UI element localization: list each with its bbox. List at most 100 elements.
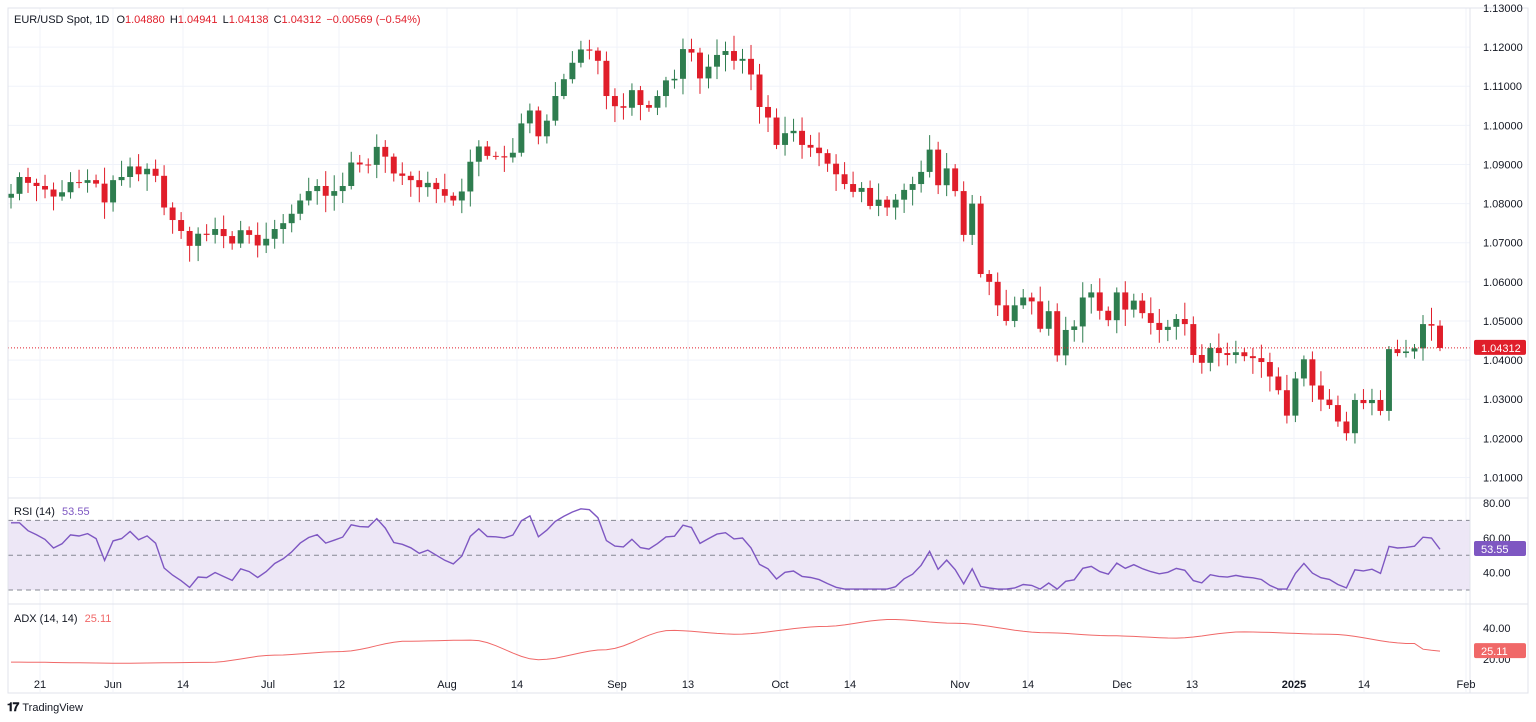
candle-body <box>748 58 754 75</box>
candle <box>25 167 31 193</box>
candle-body <box>212 229 219 235</box>
candle-body <box>1258 358 1265 363</box>
candle-body <box>280 223 287 230</box>
candle <box>1420 315 1426 361</box>
candle <box>297 193 304 221</box>
candle-body <box>969 203 976 235</box>
candle <box>50 182 57 211</box>
value-tags: 1.04312 53.55 25.11 <box>1474 339 1526 659</box>
candle-body <box>765 106 772 118</box>
candle <box>59 180 66 201</box>
candle <box>492 151 499 160</box>
candle <box>1003 289 1010 326</box>
candle <box>195 227 202 262</box>
candle-body <box>356 162 363 165</box>
price-axis[interactable]: 1.13000 1.12000 1.11000 1.10000 1.09000 1.080… <box>1483 3 1523 666</box>
candle <box>1011 296 1018 328</box>
candle <box>569 51 576 84</box>
candle-body <box>977 203 984 275</box>
candle-body <box>884 199 891 208</box>
candle-body <box>714 54 720 67</box>
candle <box>560 73 567 100</box>
candle <box>1113 287 1120 334</box>
candle <box>1079 282 1086 343</box>
candle-body <box>1164 326 1171 330</box>
adx-pane[interactable] <box>11 619 1441 664</box>
candle-body <box>399 173 406 176</box>
candle-body <box>407 175 414 181</box>
candle <box>1411 344 1418 359</box>
candle <box>1402 339 1409 358</box>
candle <box>484 141 491 160</box>
candle-body <box>1420 324 1426 349</box>
candle-body <box>1292 378 1299 416</box>
adx-value-tag-text: 25.11 <box>1481 646 1508 658</box>
candle <box>33 178 40 202</box>
price-pane[interactable] <box>8 35 1470 444</box>
time-tick-label: Jul <box>261 679 275 691</box>
candle-body <box>237 230 244 244</box>
candle <box>1428 307 1435 341</box>
candle-body <box>1096 292 1103 311</box>
candle <box>110 175 117 212</box>
rsi-value-tag-text: 53.55 <box>1481 544 1509 556</box>
candle-body <box>722 51 729 55</box>
candle-body <box>799 130 806 145</box>
candle <box>637 85 644 121</box>
candle <box>1190 316 1197 363</box>
candle <box>824 149 831 172</box>
candle-body <box>1037 301 1044 329</box>
candle <box>322 171 329 213</box>
candle <box>1164 319 1171 342</box>
candle <box>748 44 754 91</box>
candle-body <box>1437 325 1443 348</box>
rsi-label: RSI (14) <box>14 506 55 518</box>
candle <box>1224 342 1231 366</box>
candle-body <box>543 120 550 137</box>
candle-body <box>807 144 814 148</box>
candle <box>450 192 457 206</box>
time-tick-label: Feb <box>1457 679 1476 691</box>
candle <box>1037 286 1044 333</box>
candle <box>867 180 874 210</box>
tradingview-logo[interactable]: 𝟏𝟕 TradingView <box>7 700 83 715</box>
candle-body <box>960 191 967 235</box>
candle-body <box>773 117 780 145</box>
candle-body <box>220 229 227 237</box>
candle-body <box>850 184 857 192</box>
candle <box>901 183 908 213</box>
candle <box>841 162 848 190</box>
candle <box>960 181 967 242</box>
time-tick-label: 14 <box>844 679 856 691</box>
time-axis[interactable]: 21 Jun 14 Jul 12 Aug 14 Sep 13 Oct 14 Nov 14 Dec 13 202… <box>34 679 1476 691</box>
candle <box>186 226 193 262</box>
candle-body <box>1062 329 1069 356</box>
candle <box>688 38 695 62</box>
candle-body <box>1003 305 1010 321</box>
candle-body <box>33 182 40 186</box>
price-tick-label: 1.09000 <box>1483 159 1523 171</box>
candle <box>1377 390 1384 416</box>
candle-body <box>858 187 865 192</box>
candle <box>93 174 100 188</box>
candle <box>1207 343 1214 372</box>
candle <box>850 171 857 198</box>
adx-value-tag-bg <box>1474 643 1526 659</box>
candle-body <box>1054 311 1061 356</box>
high-label: H <box>169 14 178 26</box>
rsi-pane[interactable] <box>8 508 1470 591</box>
candle-body <box>611 96 618 107</box>
candle-body <box>1181 319 1188 325</box>
candle <box>1249 347 1256 374</box>
candle-body <box>263 238 270 246</box>
time-tick-label: 13 <box>682 679 694 691</box>
candle-body <box>526 110 533 124</box>
candle-body <box>1283 390 1290 416</box>
chart-frame <box>7 7 1529 694</box>
candle-body <box>42 185 49 190</box>
rsi-value-tag: 53.55 <box>1474 541 1526 557</box>
candle <box>1088 284 1095 314</box>
candle <box>603 51 610 110</box>
candle-body <box>1275 376 1282 391</box>
